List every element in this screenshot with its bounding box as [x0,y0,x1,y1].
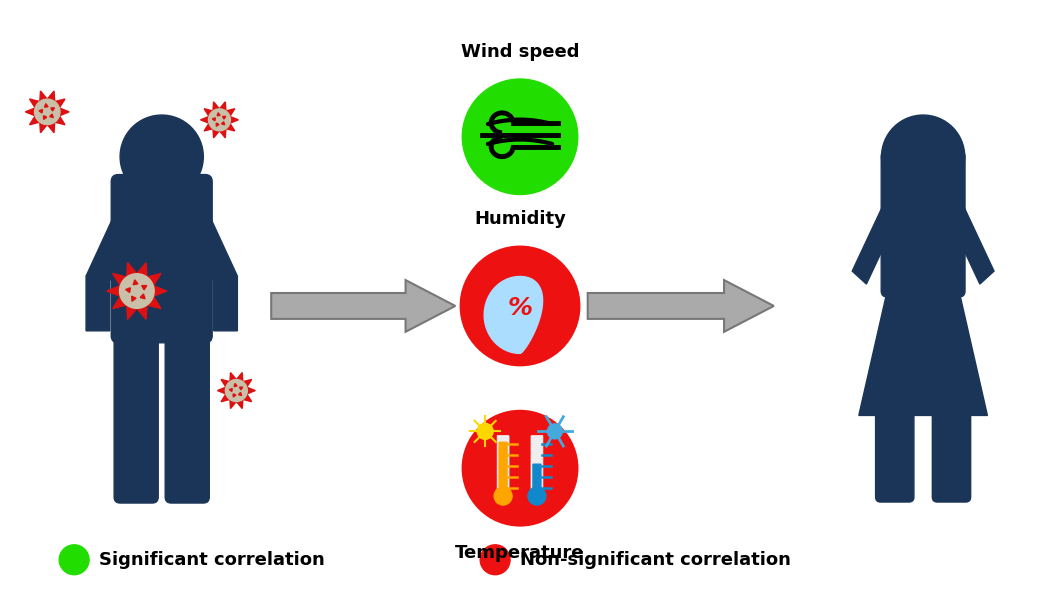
Polygon shape [127,305,136,319]
Polygon shape [222,394,230,402]
Circle shape [478,423,493,439]
Polygon shape [49,114,54,118]
Circle shape [882,115,965,198]
Circle shape [528,487,546,505]
Circle shape [120,115,204,198]
Polygon shape [29,99,40,108]
Polygon shape [47,91,55,102]
Polygon shape [153,285,167,297]
Circle shape [495,487,512,505]
Polygon shape [234,384,237,387]
Circle shape [120,274,154,309]
Polygon shape [204,123,213,131]
Polygon shape [141,294,145,299]
Circle shape [59,545,89,574]
Text: Temperature: Temperature [456,544,585,562]
Polygon shape [243,379,252,387]
FancyBboxPatch shape [881,151,965,297]
FancyBboxPatch shape [111,174,212,343]
Polygon shape [59,108,69,116]
Polygon shape [229,388,232,391]
Circle shape [480,545,510,574]
Polygon shape [55,99,65,108]
FancyBboxPatch shape [533,464,541,495]
FancyBboxPatch shape [531,436,543,497]
Polygon shape [25,108,36,116]
Polygon shape [126,288,130,293]
Text: %: % [507,296,532,320]
Polygon shape [212,118,215,121]
FancyBboxPatch shape [497,436,509,497]
Polygon shape [136,305,147,319]
Polygon shape [219,129,226,138]
Circle shape [460,246,580,366]
Polygon shape [136,262,147,277]
Polygon shape [39,109,42,113]
Text: Humidity: Humidity [475,210,566,228]
Polygon shape [47,122,55,133]
Polygon shape [223,116,226,119]
Polygon shape [859,291,987,415]
Polygon shape [183,206,237,331]
Polygon shape [213,102,219,111]
Polygon shape [86,206,141,331]
Polygon shape [127,262,136,277]
Polygon shape [29,116,40,125]
Polygon shape [147,274,161,285]
Polygon shape [112,274,127,285]
Polygon shape [230,372,236,382]
Polygon shape [230,400,236,408]
Polygon shape [131,296,136,301]
Polygon shape [236,400,243,408]
Polygon shape [588,280,774,332]
Circle shape [226,379,248,401]
Polygon shape [222,122,225,125]
Polygon shape [216,123,219,126]
Polygon shape [40,91,47,102]
Polygon shape [40,122,47,133]
Polygon shape [226,109,235,116]
Circle shape [35,99,60,125]
Polygon shape [247,387,255,394]
Polygon shape [133,280,138,285]
Polygon shape [239,387,243,390]
Polygon shape [219,102,226,111]
Circle shape [547,424,563,439]
Polygon shape [201,116,209,124]
FancyBboxPatch shape [114,327,159,503]
Polygon shape [142,285,147,290]
Polygon shape [233,394,236,397]
Polygon shape [112,296,127,309]
Polygon shape [50,108,55,111]
Polygon shape [107,285,121,297]
Circle shape [462,411,578,526]
Polygon shape [44,103,48,107]
Polygon shape [217,113,220,116]
FancyBboxPatch shape [165,327,209,503]
Polygon shape [230,116,238,124]
Polygon shape [853,196,901,284]
Polygon shape [55,116,65,125]
Polygon shape [222,379,230,387]
Polygon shape [43,116,46,119]
FancyBboxPatch shape [499,442,507,495]
Polygon shape [213,129,219,138]
Circle shape [462,79,578,194]
Polygon shape [484,277,543,353]
Polygon shape [238,392,242,395]
Polygon shape [226,123,235,131]
FancyBboxPatch shape [876,407,914,502]
Polygon shape [204,109,213,116]
Text: Significant correlation: Significant correlation [99,551,324,569]
Polygon shape [217,387,226,394]
Text: Non-significant correlation: Non-significant correlation [520,551,791,569]
FancyBboxPatch shape [932,407,970,502]
Circle shape [209,109,230,131]
Polygon shape [243,394,252,402]
Polygon shape [147,296,161,309]
Polygon shape [236,372,243,382]
Text: Wind speed: Wind speed [461,43,580,61]
Polygon shape [271,280,456,332]
Polygon shape [946,196,994,284]
